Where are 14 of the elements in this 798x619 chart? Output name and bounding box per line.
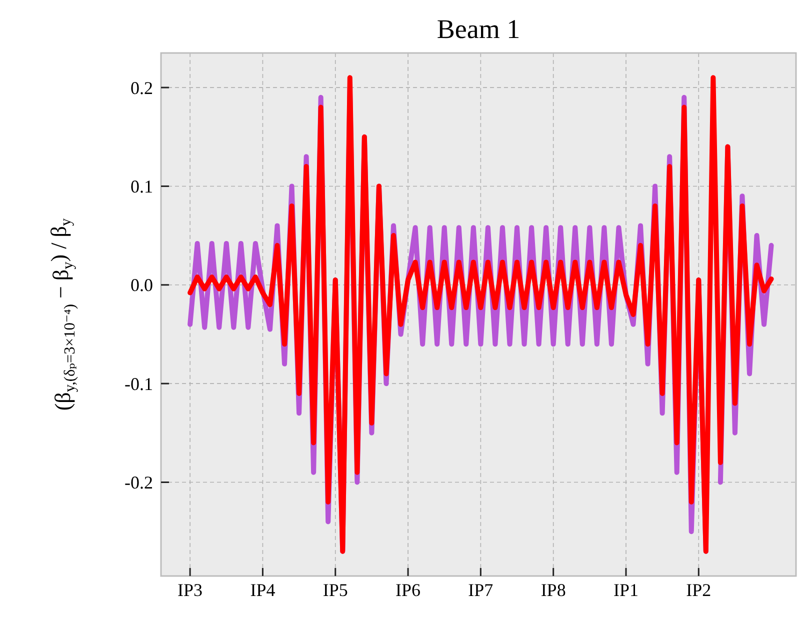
- y-tick-label: 0.2: [130, 78, 153, 98]
- y-tick-label: 0.1: [130, 176, 153, 197]
- y-tick-label: 0.0: [130, 275, 153, 296]
- y-tick-label: -0.1: [124, 374, 153, 394]
- y-tick-label: -0.2: [124, 472, 153, 493]
- x-tick-label: IP7: [468, 580, 494, 600]
- chart-title: Beam 1: [436, 14, 520, 44]
- x-tick-label: IP5: [322, 580, 348, 600]
- x-tick-label: IP1: [613, 580, 638, 600]
- x-tick-label: IP2: [686, 580, 712, 600]
- x-tick-label: IP6: [396, 580, 421, 600]
- x-tick-label: IP8: [540, 580, 566, 600]
- x-tick-label: IP4: [250, 580, 276, 600]
- x-tick-label: IP3: [178, 580, 203, 600]
